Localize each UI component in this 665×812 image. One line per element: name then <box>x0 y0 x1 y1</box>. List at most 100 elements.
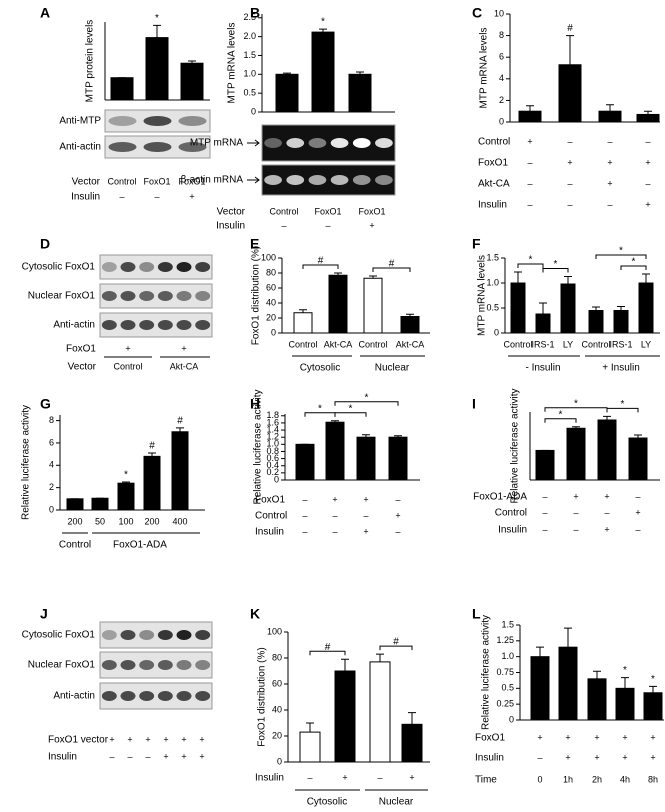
y-tick-label: 1.0 <box>501 651 514 661</box>
blot-band <box>139 630 155 640</box>
bar <box>275 73 299 113</box>
blot-strip <box>99 621 213 649</box>
blot-band <box>157 262 173 272</box>
row-label: FoxO1 vector <box>48 735 109 746</box>
error-bar <box>299 309 307 313</box>
arrow <box>247 176 260 184</box>
row-value: + <box>650 752 655 762</box>
y-tick-label: 0 <box>251 106 256 116</box>
row-value: + <box>594 752 599 762</box>
bar <box>180 62 204 101</box>
row-value: – <box>325 220 330 230</box>
blot-label: Nuclear FoxO1 <box>28 291 96 302</box>
row-value: – <box>635 491 640 501</box>
blot-band <box>176 320 192 330</box>
y-tick-label: 1.4 <box>266 424 279 434</box>
significance-mark: # <box>149 441 155 452</box>
blot-band <box>139 262 155 272</box>
row-value: + <box>565 752 570 762</box>
bar <box>401 723 423 763</box>
significance-mark: * <box>124 470 128 481</box>
y-tick-label: 0 <box>494 327 499 337</box>
y-tick-label: 20 <box>266 312 276 322</box>
row-label: Insulin <box>478 200 507 211</box>
significance-mark: # <box>567 23 573 34</box>
row-value: + <box>189 191 194 201</box>
blot-band <box>143 142 172 152</box>
y-axis-label: FoxO1 distribution (%) <box>251 246 262 345</box>
arrow <box>247 139 260 147</box>
row-value: + <box>567 157 572 167</box>
row-value: + <box>573 491 578 501</box>
bracket <box>544 418 577 423</box>
y-tick-label: 1.0 <box>266 439 279 449</box>
blot-band <box>120 291 136 301</box>
y-tick-label: 1.5 <box>486 252 499 262</box>
row-value: + <box>607 178 612 188</box>
row-value: + <box>635 507 640 517</box>
error-bar <box>148 452 156 457</box>
row-value: – <box>537 752 542 762</box>
row-value: – <box>154 191 159 201</box>
row-value: + <box>199 751 204 761</box>
y-tick-label: 1.8 <box>266 410 279 420</box>
group-label: Cytosolic <box>307 797 348 808</box>
significance-mark: * <box>529 255 533 266</box>
y-tick-label: 4 <box>499 73 504 83</box>
row-value: – <box>607 136 612 146</box>
y-tick-label: 0.8 <box>266 446 279 456</box>
row-value: 8h <box>648 774 658 784</box>
error-bar <box>642 273 650 283</box>
y-axis-label: MTP mRNA levels <box>479 28 490 109</box>
error-bar <box>319 28 327 33</box>
bar <box>530 656 550 721</box>
blot-band <box>120 630 136 640</box>
bracket <box>334 412 367 417</box>
row-label: FoxO1 <box>478 158 508 169</box>
blot-band <box>176 262 192 272</box>
row-label: Insulin <box>216 221 245 232</box>
row-value: + <box>145 734 150 744</box>
blot-band <box>176 630 192 640</box>
x-tick-label: LY <box>641 339 651 349</box>
blot-band <box>143 116 172 126</box>
row-value: 1h <box>563 774 573 784</box>
row-label: Insulin <box>255 527 284 538</box>
significance-mark: * <box>621 399 625 410</box>
y-tick-label: 60 <box>266 282 276 292</box>
group-label: Control <box>59 540 91 551</box>
x-tick-label: LY <box>563 339 573 349</box>
row-value: – <box>281 220 286 230</box>
y-tick-label: 4 <box>49 460 54 470</box>
bar <box>597 419 617 481</box>
bar <box>328 274 348 334</box>
row-value: – <box>109 751 114 761</box>
row-value: 0 <box>537 774 542 784</box>
row-label: Insulin <box>255 773 284 784</box>
blot-band <box>286 175 305 185</box>
blot-band <box>176 291 192 301</box>
error-bar <box>644 110 652 115</box>
significance-mark: # <box>177 415 183 426</box>
y-tick-label: 100 <box>261 252 276 262</box>
row-value: + <box>342 772 347 782</box>
bar <box>117 482 135 511</box>
panel-label: G <box>40 396 51 412</box>
blot-band <box>352 138 371 148</box>
row-label: Vector <box>68 362 97 373</box>
row-value: Akt-CA <box>170 361 199 371</box>
group-label: + Insulin <box>602 363 640 374</box>
row-value: + <box>604 524 609 534</box>
x-tick-label: 200 <box>144 516 159 526</box>
row-value: – <box>119 191 124 201</box>
y-axis-label: Relative luciferase activity <box>21 405 32 520</box>
row-value: FoxO1 <box>314 206 341 216</box>
y-tick-label: 0.5 <box>243 88 256 98</box>
blot-label: Cytosolic FoxO1 <box>22 262 96 273</box>
row-label: Insulin <box>475 753 504 764</box>
error-bar <box>566 35 574 65</box>
blot-band <box>139 291 155 301</box>
row-value: + <box>369 220 374 230</box>
blot-band <box>178 116 207 126</box>
blot-band <box>375 138 393 148</box>
